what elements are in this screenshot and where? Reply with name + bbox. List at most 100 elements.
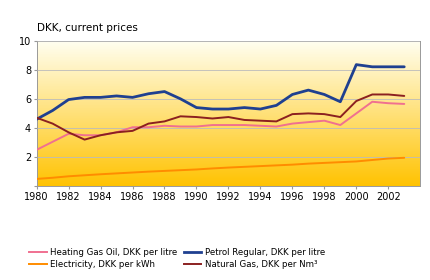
Bar [37, 176, 419, 177]
Bar [37, 99, 419, 100]
Bar [37, 175, 419, 176]
Bar [37, 43, 419, 44]
Bar [37, 84, 419, 85]
Bar [37, 169, 419, 170]
Bar [37, 115, 419, 116]
Bar [37, 117, 419, 118]
Bar [37, 129, 419, 130]
Bar [37, 140, 419, 141]
Bar [37, 63, 419, 64]
Bar [37, 102, 419, 103]
Bar [37, 162, 419, 163]
Bar [37, 183, 419, 184]
Bar [37, 65, 419, 66]
Bar [37, 107, 419, 108]
Bar [37, 89, 419, 90]
Bar [37, 95, 419, 96]
Bar [37, 57, 419, 58]
Bar [37, 91, 419, 92]
Bar [37, 157, 419, 158]
Bar [37, 104, 419, 105]
Bar [37, 182, 419, 183]
Bar [37, 145, 419, 146]
Bar [37, 181, 419, 182]
Bar [37, 66, 419, 67]
Bar [37, 111, 419, 112]
Bar [37, 48, 419, 49]
Bar [37, 127, 419, 128]
Bar [37, 86, 419, 87]
Bar [37, 173, 419, 174]
Bar [37, 151, 419, 152]
Bar [37, 166, 419, 167]
Bar [37, 67, 419, 68]
Bar [37, 71, 419, 72]
Bar [37, 177, 419, 178]
Bar [37, 132, 419, 133]
Bar [37, 113, 419, 114]
Bar [37, 68, 419, 69]
Bar [37, 124, 419, 125]
Bar [37, 83, 419, 84]
Bar [37, 130, 419, 131]
Bar [37, 52, 419, 53]
Bar [37, 80, 419, 81]
Bar [37, 165, 419, 166]
Bar [37, 147, 419, 148]
Bar [37, 171, 419, 172]
Bar [37, 88, 419, 89]
Bar [37, 51, 419, 52]
Bar [37, 123, 419, 124]
Bar [37, 75, 419, 76]
Bar [37, 60, 419, 61]
Bar [37, 114, 419, 115]
Bar [37, 159, 419, 160]
Bar [37, 110, 419, 111]
Bar [37, 141, 419, 142]
Bar [37, 139, 419, 140]
Bar [37, 168, 419, 169]
Bar [37, 144, 419, 145]
Bar [37, 58, 419, 59]
Bar [37, 126, 419, 127]
Bar [37, 143, 419, 144]
Bar [37, 61, 419, 62]
Bar [37, 44, 419, 45]
Bar [37, 81, 419, 82]
Bar [37, 92, 419, 93]
Bar [37, 122, 419, 123]
Bar [37, 101, 419, 102]
Bar [37, 138, 419, 139]
Bar [37, 155, 419, 156]
Bar [37, 55, 419, 56]
Bar [37, 149, 419, 150]
Bar [37, 96, 419, 97]
Bar [37, 62, 419, 63]
Bar [37, 131, 419, 132]
Bar [37, 69, 419, 70]
Bar [37, 76, 419, 77]
Bar [37, 77, 419, 78]
Bar [37, 185, 419, 186]
Bar [37, 128, 419, 129]
Bar [37, 154, 419, 155]
Bar [37, 136, 419, 137]
Bar [37, 73, 419, 74]
Bar [37, 137, 419, 138]
Bar [37, 180, 419, 181]
Bar [37, 135, 419, 136]
Bar [37, 118, 419, 119]
Bar [37, 49, 419, 50]
Bar [37, 59, 419, 60]
Bar [37, 97, 419, 98]
Bar [37, 167, 419, 168]
Bar [37, 93, 419, 94]
Bar [37, 174, 419, 175]
Bar [37, 153, 419, 154]
Bar [37, 41, 419, 42]
Bar [37, 120, 419, 121]
Bar [37, 164, 419, 165]
Bar [37, 42, 419, 43]
Bar [37, 100, 419, 101]
Bar [37, 152, 419, 153]
